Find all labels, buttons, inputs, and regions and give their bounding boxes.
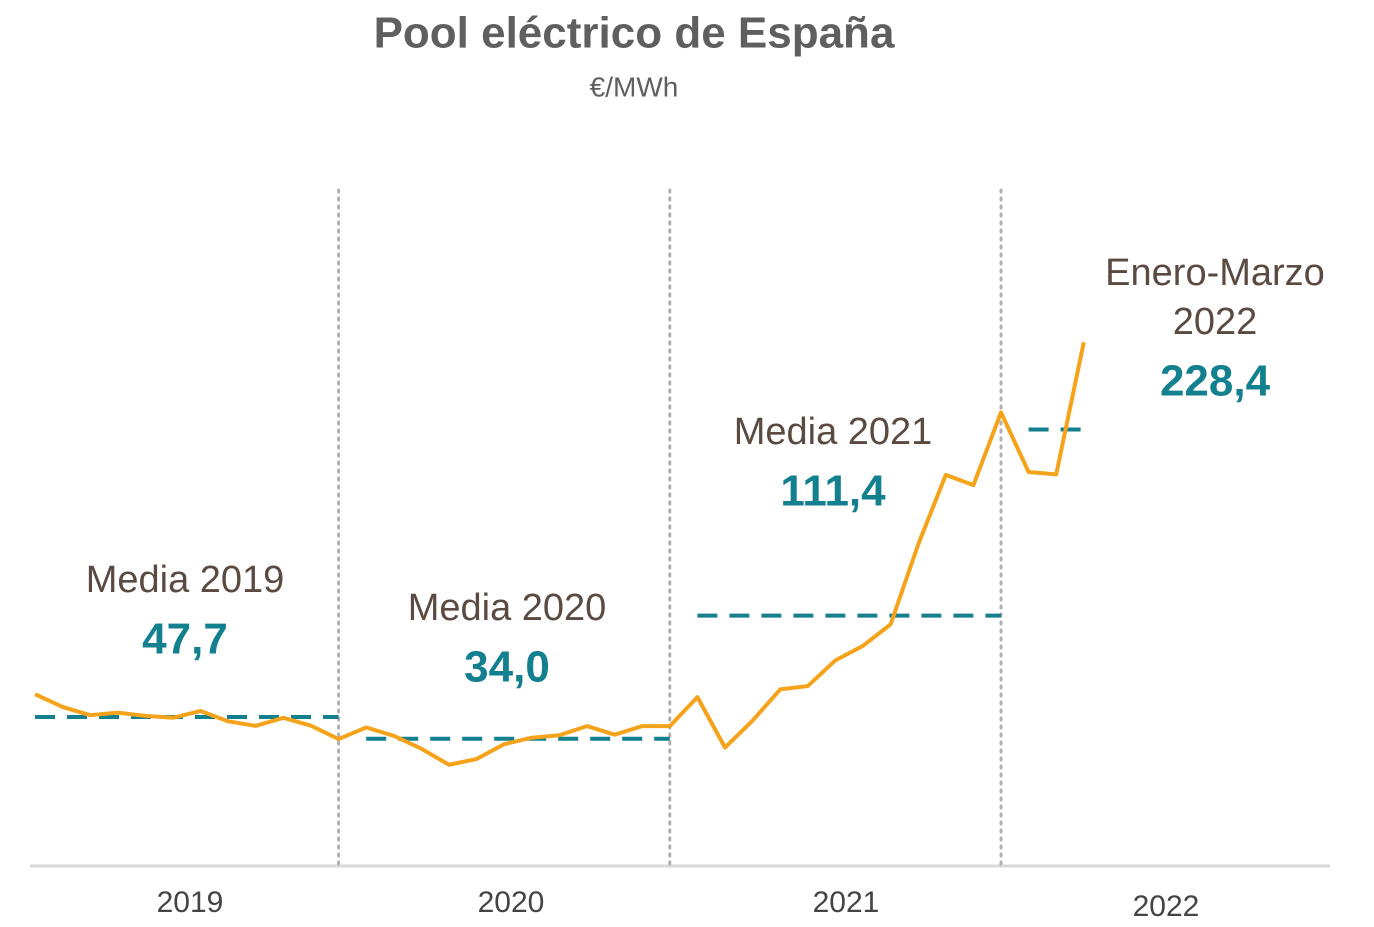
average-label: 228,4 — [1160, 357, 1271, 406]
chart-subtitle: €/MWh — [590, 71, 679, 102]
annotation: Media 2020 — [408, 587, 607, 629]
annotation: Enero-Marzo — [1105, 252, 1325, 294]
year-label: 2022 — [1133, 890, 1200, 923]
year-label: 2020 — [478, 886, 545, 919]
average-label: 111,4 — [780, 467, 886, 516]
price-line — [34, 341, 1086, 767]
year-label: 2019 — [157, 886, 224, 919]
average-label: 34,0 — [464, 643, 550, 692]
annotation: 2022 — [1173, 301, 1258, 343]
chart-title: Pool eléctrico de España — [374, 9, 895, 58]
annotation: Media 2021 — [734, 411, 933, 453]
year-label: 2021 — [813, 886, 880, 919]
average-label: 47,7 — [142, 615, 228, 664]
annotation: Media 2019 — [86, 559, 285, 601]
